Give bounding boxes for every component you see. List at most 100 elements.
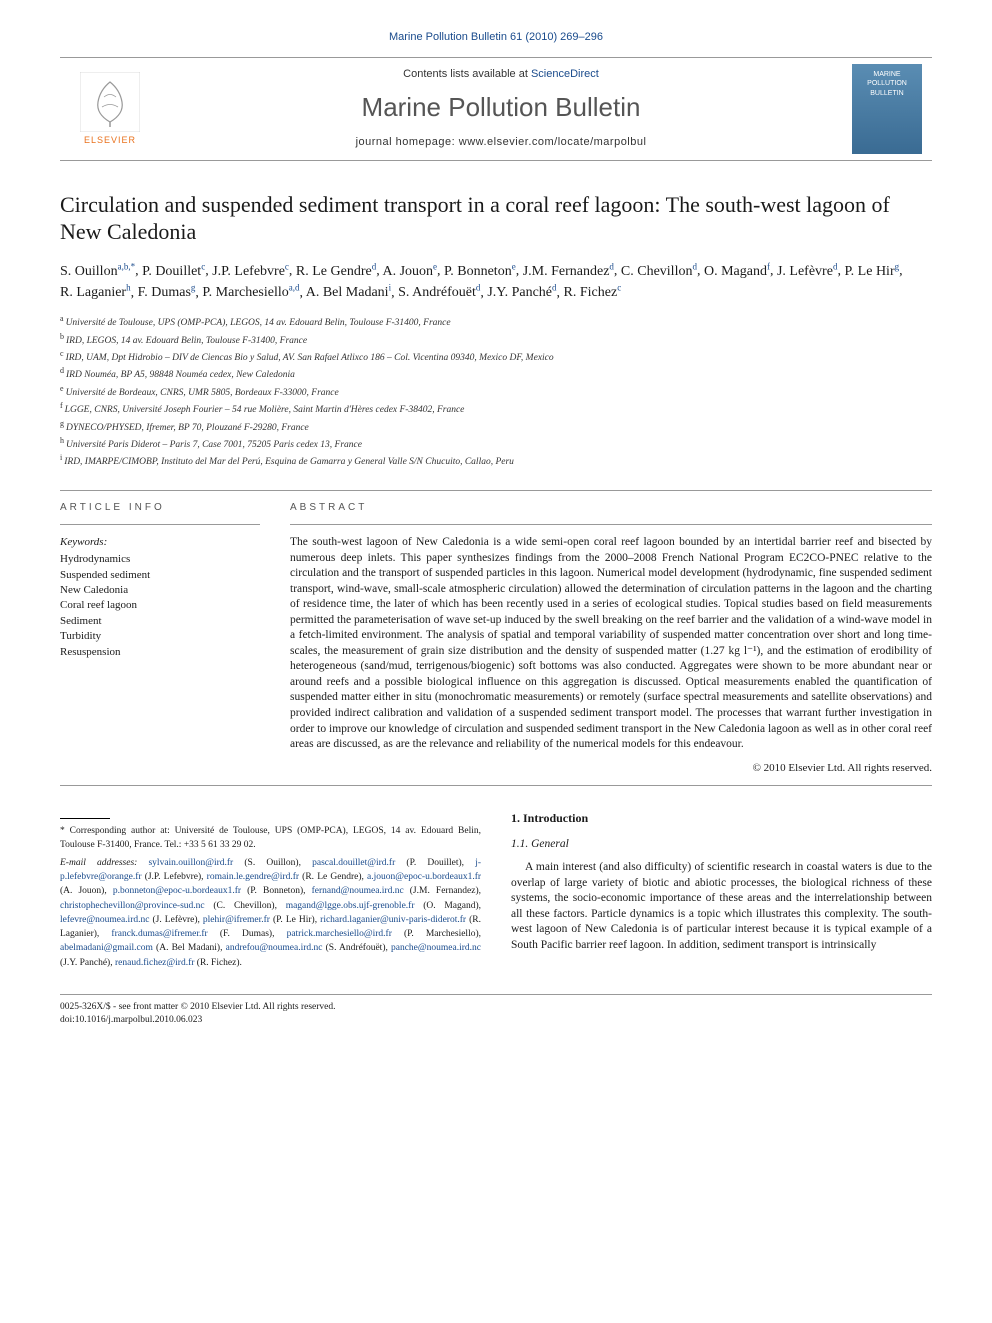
email-link[interactable]: p.bonneton@epoc-u.bordeaux1.fr [113, 886, 241, 896]
author: A. Bel Madanii [306, 285, 391, 300]
section-number: 1. [511, 811, 520, 825]
email-link[interactable]: lefevre@noumea.ird.nc [60, 915, 149, 925]
author: P. Bonnetone [444, 264, 516, 279]
email-link[interactable]: patrick.marchesiello@ird.fr [287, 929, 392, 939]
subsection-heading: 1.1. General [511, 837, 932, 853]
keyword: Suspended sediment [60, 568, 260, 583]
footnote-rule [60, 818, 110, 819]
affil-sup: a [60, 314, 66, 323]
email-link[interactable]: plehir@ifremer.fr [203, 915, 270, 925]
body-col-left: * Corresponding author at: Université de… [60, 810, 481, 970]
author: R. Fichezc [564, 285, 622, 300]
abstract-block: ABSTRACT The south-west lagoon of New Ca… [290, 501, 932, 776]
doi-line: doi:10.1016/j.marpolbul.2010.06.023 [60, 1014, 932, 1027]
contents-prefix: Contents lists available at [403, 68, 531, 80]
author-affil-sup: e [433, 261, 437, 271]
author-affil-sup: g [191, 283, 196, 293]
email-link[interactable]: magand@lgge.obs.ujf-grenoble.fr [286, 901, 415, 911]
author: P. Le Hirg [844, 264, 899, 279]
authors-list: S. Ouillona,b,*, P. Douilletc, J.P. Lefe… [60, 260, 932, 303]
body-paragraph: A main interest (and also difficulty) of… [511, 860, 932, 953]
body-columns: * Corresponding author at: Université de… [60, 810, 932, 970]
article-title: Circulation and suspended sediment trans… [60, 191, 932, 246]
homepage-url[interactable]: www.elsevier.com/locate/marpolbul [459, 136, 647, 148]
page-footer: 0025-326X/$ - see front matter © 2010 El… [60, 994, 932, 1028]
publisher-name: ELSEVIER [84, 134, 136, 146]
keyword: New Caledonia [60, 583, 260, 598]
affiliation: e Université de Bordeaux, CNRS, UMR 5805… [60, 383, 932, 400]
affiliation: f LGGE, CNRS, Université Joseph Fourier … [60, 400, 932, 417]
corresponding-text: Corresponding author at: Université de T… [60, 826, 481, 849]
email-link[interactable]: fernand@noumea.ird.nc [312, 886, 404, 896]
affil-sup: c [60, 349, 66, 358]
masthead-center: Contents lists available at ScienceDirec… [150, 67, 852, 150]
email-link[interactable]: andrefou@noumea.ird.nc [226, 943, 323, 953]
publisher-logo-block: ELSEVIER [70, 69, 150, 149]
affil-sup: d [60, 366, 66, 375]
email-link[interactable]: christophechevillon@province-sud.nc [60, 901, 205, 911]
author-affil-sup: c [285, 261, 289, 271]
author: S. Ouillona,b,* [60, 264, 135, 279]
author-affil-sup: d [609, 261, 614, 271]
homepage-prefix: journal homepage: [356, 136, 459, 148]
cover-line: POLLUTION [867, 79, 907, 88]
email-link[interactable]: panche@noumea.ird.nc [391, 943, 481, 953]
issn-line: 0025-326X/$ - see front matter © 2010 El… [60, 1001, 932, 1014]
email-link[interactable]: franck.dumas@ifremer.fr [111, 929, 207, 939]
affiliation: a Université de Toulouse, UPS (OMP-PCA),… [60, 313, 932, 330]
keyword: Sediment [60, 614, 260, 629]
author-affil-sup: e [512, 261, 516, 271]
sciencedirect-link[interactable]: ScienceDirect [531, 68, 599, 80]
author-affil-sup: a,d [289, 283, 300, 293]
section-heading: 1. Introduction [511, 810, 932, 826]
affil-sup: h [60, 436, 66, 445]
email-addresses: E-mail addresses: sylvain.ouillon@ird.fr… [60, 856, 481, 970]
email-link[interactable]: sylvain.ouillon@ird.fr [148, 858, 233, 868]
section-title: Introduction [523, 811, 588, 825]
author: S. Andréfouëtd [398, 285, 480, 300]
email-link[interactable]: richard.laganier@univ-paris-diderot.fr [320, 915, 466, 925]
rule [60, 524, 260, 525]
author: R. Laganierh [60, 285, 131, 300]
author: A. Jouone [382, 264, 437, 279]
rule [60, 490, 932, 491]
running-header: Marine Pollution Bulletin 61 (2010) 269–… [60, 30, 932, 45]
author: J.Y. Panchéd [487, 285, 556, 300]
article-info-label: ARTICLE INFO [60, 501, 260, 515]
author: C. Chevillond [621, 264, 697, 279]
author-affil-sup: c [617, 283, 621, 293]
elsevier-tree-icon [80, 72, 140, 132]
email-link[interactable]: renaud.fichez@ird.fr [115, 958, 194, 968]
author: P. Marchesielloa,d [202, 285, 299, 300]
author: J. Lefèvred [777, 264, 837, 279]
author-affil-sup: f [767, 261, 770, 271]
keyword: Resuspension [60, 645, 260, 660]
email-link[interactable]: a.jouon@epoc-u.bordeaux1.fr [367, 872, 481, 882]
affiliation: b IRD, LEGOS, 14 av. Edouard Belin, Toul… [60, 331, 932, 348]
journal-homepage-line: journal homepage: www.elsevier.com/locat… [150, 135, 852, 150]
journal-title: Marine Pollution Bulletin [150, 90, 852, 125]
affiliation: d IRD Nouméa, BP A5, 98848 Nouméa cedex,… [60, 365, 932, 382]
affil-sup: i [60, 453, 64, 462]
keyword: Coral reef lagoon [60, 598, 260, 613]
affiliation: c IRD, UAM, Dpt Hidrobio – DIV de Cienca… [60, 348, 932, 365]
author-affil-sup: c [201, 261, 205, 271]
author: P. Douilletc [142, 264, 205, 279]
article-info-block: ARTICLE INFO Keywords: HydrodynamicsSusp… [60, 501, 932, 776]
author-affil-sup: a,b,* [118, 261, 136, 271]
author: R. Le Gendred [296, 264, 376, 279]
author: O. Magandf [704, 264, 770, 279]
email-link[interactable]: romain.le.gendre@ird.fr [207, 872, 299, 882]
affil-sup: e [60, 384, 66, 393]
email-link[interactable]: pascal.douillet@ird.fr [312, 858, 395, 868]
email-label: E-mail addresses: [60, 858, 137, 868]
author-affil-sup: d [372, 261, 377, 271]
author: J.P. Lefebvrec [212, 264, 289, 279]
corresponding-star: * [60, 826, 65, 836]
cover-line: BULLETIN [870, 89, 903, 98]
author-affil-sup: h [126, 283, 131, 293]
rule [290, 524, 932, 525]
abstract-label: ABSTRACT [290, 501, 932, 515]
author: J.M. Fernandezd [523, 264, 614, 279]
email-link[interactable]: abelmadani@gmail.com [60, 943, 153, 953]
